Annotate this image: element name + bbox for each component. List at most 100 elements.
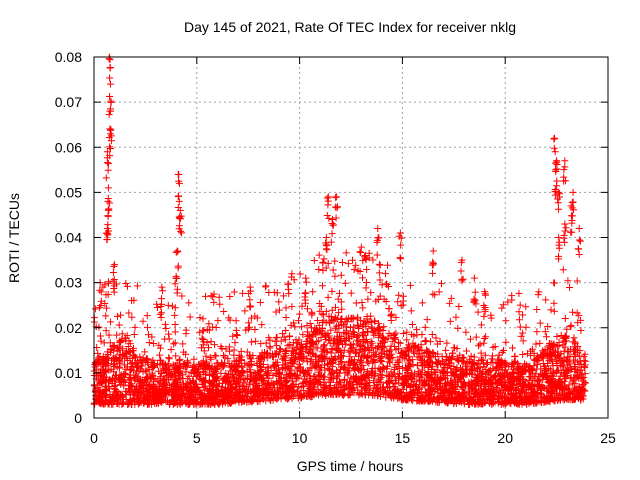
data-point: [561, 157, 569, 165]
data-point: [253, 359, 261, 367]
data-point: [519, 351, 527, 359]
data-point: [242, 382, 250, 390]
data-point: [328, 230, 336, 238]
data-point: [296, 349, 304, 357]
data-point: [268, 350, 276, 358]
data-point: [165, 355, 173, 363]
data-point: [394, 370, 402, 378]
data-point: [227, 367, 235, 375]
data-point: [125, 388, 133, 396]
data-point: [178, 229, 186, 237]
data-point: [315, 251, 323, 259]
data-point: [182, 326, 190, 334]
data-point: [127, 375, 135, 383]
data-point: [416, 353, 424, 361]
data-point: [555, 241, 563, 249]
data-point: [115, 354, 123, 362]
data-point: [367, 337, 375, 345]
data-point: [394, 356, 402, 364]
data-point: [127, 380, 135, 388]
data-point: [457, 258, 465, 266]
data-point: [119, 399, 127, 407]
data-point: [396, 229, 404, 237]
data-point: [436, 337, 444, 345]
data-point: [394, 298, 402, 306]
data-point: [322, 385, 330, 393]
data-point: [474, 371, 482, 379]
data-point: [555, 188, 563, 196]
data-point: [319, 258, 327, 266]
data-point: [358, 298, 366, 306]
data-point: [359, 361, 367, 369]
data-point: [470, 353, 478, 361]
data-point: [199, 335, 207, 343]
data-point: [470, 390, 478, 398]
data-point: [466, 394, 474, 402]
data-point: [402, 378, 410, 386]
data-point: [149, 395, 157, 403]
data-point: [322, 242, 330, 250]
data-point: [155, 383, 163, 391]
data-point: [549, 393, 557, 401]
data-point: [328, 389, 336, 397]
data-point: [145, 331, 153, 339]
data-point: [570, 206, 578, 214]
data-point: [375, 260, 383, 268]
data-point: [302, 274, 310, 282]
data-point: [198, 380, 206, 388]
data-point: [561, 227, 569, 235]
data-point: [107, 346, 115, 354]
data-point: [173, 285, 181, 293]
y-tick-label: 0.08: [55, 49, 82, 65]
data-point: [271, 384, 279, 392]
data-point: [435, 377, 443, 385]
data-point: [371, 351, 379, 359]
data-point: [400, 381, 408, 389]
data-point: [244, 325, 252, 333]
data-point: [489, 352, 497, 360]
data-point: [153, 395, 161, 403]
data-point: [328, 363, 336, 371]
data-point: [464, 397, 472, 405]
data-point: [275, 365, 283, 373]
data-point: [401, 355, 409, 363]
data-point: [248, 361, 256, 369]
data-point: [353, 378, 361, 386]
data-point: [578, 382, 586, 390]
data-point: [210, 298, 218, 306]
data-point: [125, 309, 133, 317]
data-point: [266, 343, 274, 351]
data-point: [488, 400, 496, 408]
data-point: [116, 343, 124, 351]
data-point: [484, 359, 492, 367]
data-point: [534, 389, 542, 397]
data-point: [400, 385, 408, 393]
data-point: [286, 373, 294, 381]
data-point: [476, 340, 484, 348]
data-point: [159, 382, 167, 390]
data-point: [362, 256, 370, 264]
data-point: [184, 393, 192, 401]
data-point: [298, 302, 306, 310]
data-point: [434, 350, 442, 358]
data-point: [126, 348, 134, 356]
data-point: [209, 323, 217, 331]
data-point: [322, 348, 330, 356]
data-point: [551, 148, 559, 156]
data-point: [563, 325, 571, 333]
data-point: [302, 278, 310, 286]
data-point: [377, 371, 385, 379]
data-point: [313, 325, 321, 333]
data-point: [446, 299, 454, 307]
data-point: [487, 394, 495, 402]
data-point: [376, 292, 384, 300]
data-point: [518, 400, 526, 408]
data-point: [494, 390, 502, 398]
data-point: [143, 386, 151, 394]
data-point: [321, 331, 329, 339]
data-point: [117, 371, 125, 379]
data-point: [171, 339, 179, 347]
data-point: [207, 355, 215, 363]
data-point: [548, 358, 556, 366]
data-point: [272, 358, 280, 366]
